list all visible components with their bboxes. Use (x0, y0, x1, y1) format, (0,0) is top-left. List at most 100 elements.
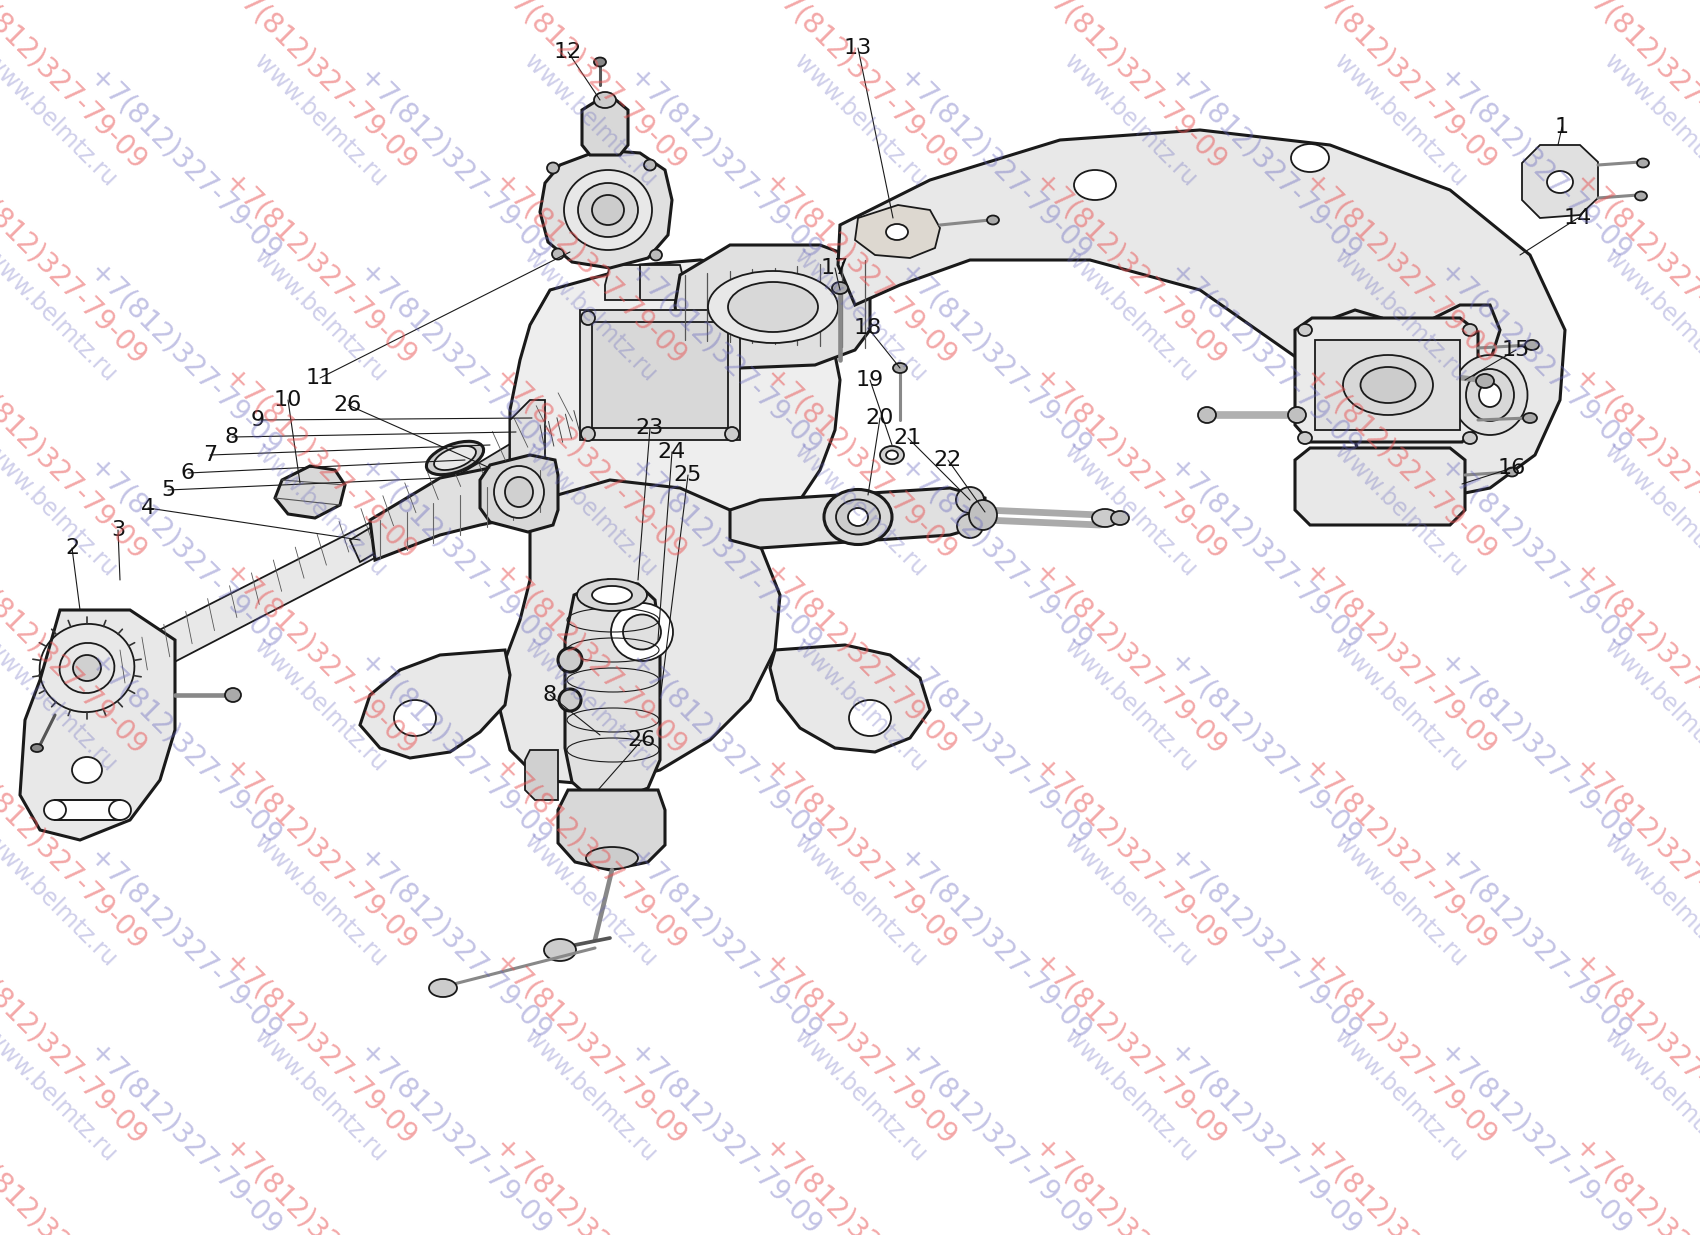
Text: +7(812)327-79-09: +7(812)327-79-09 (218, 558, 422, 762)
Text: +7(812)327-79-09: +7(812)327-79-09 (354, 844, 556, 1046)
Ellipse shape (649, 249, 661, 261)
Text: +7(812)327-79-09: +7(812)327-79-09 (1433, 63, 1637, 267)
Text: 10: 10 (274, 390, 303, 410)
Text: +7(812)327-79-09: +7(812)327-79-09 (218, 363, 422, 567)
Polygon shape (581, 100, 627, 156)
Ellipse shape (1465, 369, 1515, 421)
Ellipse shape (592, 585, 632, 604)
Polygon shape (564, 580, 660, 800)
Ellipse shape (593, 58, 605, 67)
Polygon shape (510, 400, 546, 480)
Bar (592, 322, 728, 429)
Ellipse shape (886, 224, 908, 240)
Text: www.belmtz.ru: www.belmtz.ru (0, 440, 121, 580)
Text: +7(812)327-79-09: +7(812)327-79-09 (1163, 258, 1367, 462)
Text: +7(812)327-79-09: +7(812)327-79-09 (894, 453, 1096, 657)
Ellipse shape (848, 700, 891, 736)
Text: +7(812)327-79-09: +7(812)327-79-09 (1028, 948, 1231, 1151)
Ellipse shape (1343, 367, 1362, 389)
Text: +7(812)327-79-09: +7(812)327-79-09 (624, 258, 826, 462)
Text: www.belmtz.ru: www.belmtz.ru (1059, 1024, 1200, 1166)
Ellipse shape (1091, 509, 1119, 527)
Text: +7(812)327-79-09: +7(812)327-79-09 (0, 558, 151, 762)
Text: www.belmtz.ru: www.belmtz.ru (1329, 440, 1470, 580)
Text: +7(812)327-79-09: +7(812)327-79-09 (758, 0, 962, 177)
Polygon shape (558, 790, 665, 869)
Ellipse shape (1360, 367, 1416, 403)
Text: +7(812)327-79-09: +7(812)327-79-09 (758, 1134, 962, 1235)
Polygon shape (350, 420, 559, 562)
Text: 12: 12 (554, 42, 581, 62)
Ellipse shape (578, 183, 638, 237)
Polygon shape (121, 380, 660, 685)
Text: +7(812)327-79-09: +7(812)327-79-09 (83, 63, 287, 267)
Polygon shape (1295, 448, 1465, 525)
Ellipse shape (71, 757, 102, 783)
Text: 8: 8 (224, 427, 240, 447)
Text: +7(812)327-79-09: +7(812)327-79-09 (354, 648, 556, 852)
Text: +7(812)327-79-09: +7(812)327-79-09 (83, 1039, 287, 1235)
Text: +7(812)327-79-09: +7(812)327-79-09 (624, 453, 826, 657)
Text: www.belmtz.ru: www.belmtz.ru (1329, 49, 1470, 191)
Bar (580, 310, 740, 440)
Ellipse shape (728, 282, 818, 332)
Ellipse shape (44, 800, 66, 820)
Text: +7(812)327-79-09: +7(812)327-79-09 (0, 1134, 151, 1235)
Text: www.belmtz.ru: www.belmtz.ru (789, 829, 932, 971)
Text: +7(812)327-79-09: +7(812)327-79-09 (354, 453, 556, 657)
Text: 5: 5 (162, 480, 175, 500)
Ellipse shape (644, 159, 656, 170)
Text: www.belmtz.ru: www.belmtz.ru (1329, 245, 1470, 385)
Text: 1: 1 (1556, 117, 1569, 137)
Text: +7(812)327-79-09: +7(812)327-79-09 (218, 1134, 422, 1235)
Ellipse shape (988, 215, 1000, 225)
Text: www.belmtz.ru: www.belmtz.ru (1059, 245, 1200, 385)
Text: www.belmtz.ru: www.belmtz.ru (1600, 49, 1700, 191)
Text: +7(812)327-79-09: +7(812)327-79-09 (1569, 753, 1700, 957)
Ellipse shape (31, 743, 42, 752)
Ellipse shape (73, 655, 100, 680)
Text: 22: 22 (933, 450, 962, 471)
Ellipse shape (581, 311, 595, 325)
Text: www.belmtz.ru: www.belmtz.ru (1059, 829, 1200, 971)
Text: +7(812)327-79-09: +7(812)327-79-09 (1163, 63, 1367, 267)
Text: +7(812)327-79-09: +7(812)327-79-09 (1569, 0, 1700, 177)
Ellipse shape (1637, 158, 1649, 168)
Polygon shape (838, 130, 1566, 498)
Ellipse shape (724, 311, 740, 325)
Ellipse shape (558, 648, 581, 672)
Text: +7(812)327-79-09: +7(812)327-79-09 (1299, 363, 1501, 567)
Ellipse shape (581, 427, 595, 441)
Text: www.belmtz.ru: www.belmtz.ru (789, 440, 932, 580)
Text: +7(812)327-79-09: +7(812)327-79-09 (624, 648, 826, 852)
Ellipse shape (1289, 408, 1306, 424)
Text: +7(812)327-79-09: +7(812)327-79-09 (1433, 453, 1637, 657)
Polygon shape (729, 488, 984, 548)
Text: +7(812)327-79-09: +7(812)327-79-09 (354, 1039, 556, 1235)
Text: 18: 18 (853, 317, 882, 338)
Ellipse shape (1635, 191, 1647, 200)
Ellipse shape (224, 688, 241, 701)
Text: www.belmtz.ru: www.belmtz.ru (518, 49, 661, 191)
Text: +7(812)327-79-09: +7(812)327-79-09 (1433, 258, 1637, 462)
Text: +7(812)327-79-09: +7(812)327-79-09 (1163, 1039, 1367, 1235)
Text: +7(812)327-79-09: +7(812)327-79-09 (218, 948, 422, 1151)
Text: www.belmtz.ru: www.belmtz.ru (1600, 829, 1700, 971)
Text: 11: 11 (306, 368, 335, 388)
Text: +7(812)327-79-09: +7(812)327-79-09 (1433, 648, 1637, 852)
Text: 26: 26 (627, 730, 656, 750)
Ellipse shape (593, 91, 615, 107)
Ellipse shape (427, 441, 483, 474)
Text: www.belmtz.ru: www.belmtz.ru (518, 440, 661, 580)
Text: +7(812)327-79-09: +7(812)327-79-09 (1569, 363, 1700, 567)
Text: www.belmtz.ru: www.belmtz.ru (1059, 49, 1200, 191)
Text: +7(812)327-79-09: +7(812)327-79-09 (758, 948, 962, 1151)
Text: www.belmtz.ru: www.belmtz.ru (250, 440, 391, 580)
Text: 25: 25 (673, 466, 702, 485)
Text: www.belmtz.ru: www.belmtz.ru (0, 829, 121, 971)
Text: 20: 20 (865, 408, 894, 429)
Ellipse shape (576, 579, 648, 611)
Ellipse shape (955, 487, 984, 513)
Ellipse shape (1464, 432, 1477, 445)
Polygon shape (675, 245, 870, 368)
